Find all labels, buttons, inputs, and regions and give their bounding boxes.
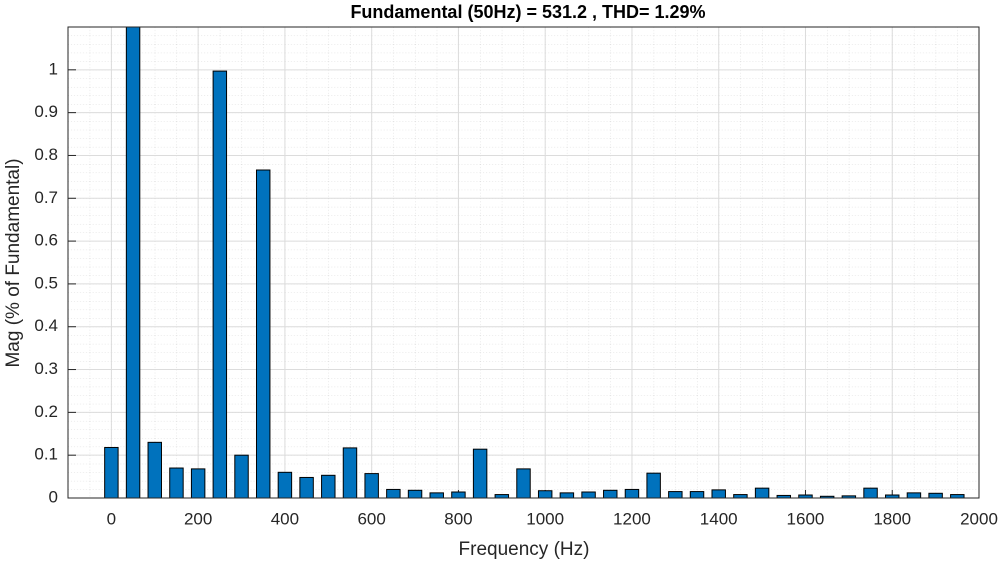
x-tick-label: 0 — [107, 509, 116, 528]
y-tick-label: 0.2 — [34, 402, 58, 421]
bar — [212, 70, 228, 498]
bar — [950, 494, 965, 498]
bar — [125, 27, 141, 498]
bar — [581, 491, 596, 498]
x-tick-label: 2000 — [960, 509, 998, 528]
bar — [190, 468, 206, 498]
bar — [711, 489, 726, 498]
x-tick-label: 1600 — [787, 509, 825, 528]
x-axis-label: Frequency (Hz) — [459, 539, 590, 560]
bar — [234, 454, 249, 498]
bar — [733, 494, 748, 498]
y-tick-label: 0.1 — [34, 445, 58, 464]
bar — [429, 492, 444, 498]
bar — [364, 473, 379, 498]
bar — [754, 487, 770, 498]
y-tick-label: 1 — [49, 59, 58, 78]
axes-box — [67, 26, 980, 499]
y-tick-label: 0 — [49, 487, 58, 506]
y-tick-label: 0.6 — [34, 231, 58, 250]
bar — [689, 491, 705, 498]
bar — [863, 487, 878, 498]
bar — [537, 490, 553, 498]
bar — [386, 488, 401, 498]
bar — [321, 474, 336, 498]
minor-grid — [68, 27, 979, 498]
y-tick-label: 0.5 — [34, 273, 58, 292]
x-tick-label: 1200 — [613, 509, 651, 528]
bar — [603, 489, 618, 498]
x-tick-label: 600 — [357, 509, 385, 528]
bar — [451, 491, 466, 498]
x-tick-label: 800 — [444, 509, 472, 528]
y-tick-label: 0.4 — [34, 316, 58, 335]
bar — [494, 494, 510, 498]
y-tick-label: 0.7 — [34, 188, 58, 207]
y-tick-label: 0.9 — [34, 102, 58, 121]
bar — [559, 492, 575, 498]
bar — [299, 476, 314, 498]
bar — [342, 447, 358, 498]
bar — [147, 441, 162, 498]
bar — [516, 468, 531, 498]
bars — [104, 27, 965, 498]
bar — [169, 467, 184, 498]
bar — [624, 488, 640, 498]
bar — [277, 471, 293, 498]
y-tick-label: 0.3 — [34, 359, 58, 378]
bar — [668, 491, 683, 498]
x-tick-label: 1000 — [526, 509, 564, 528]
x-tick-label: 200 — [184, 509, 212, 528]
x-tick-label: 400 — [271, 509, 299, 528]
bar — [472, 448, 488, 498]
bar — [104, 446, 119, 498]
y-axis-label: Mag (% of Fundamental) — [3, 158, 24, 367]
bar — [646, 472, 661, 498]
bar — [841, 495, 857, 498]
chart-title: Fundamental (50Hz) = 531.2 , THD= 1.29% — [350, 2, 705, 22]
y-tick-label: 0.8 — [34, 145, 58, 164]
bar — [906, 492, 922, 498]
bar — [407, 489, 423, 498]
x-tick-label: 1400 — [700, 509, 738, 528]
x-tick-label: 1800 — [873, 509, 911, 528]
bar — [928, 492, 943, 498]
bar — [255, 169, 271, 498]
